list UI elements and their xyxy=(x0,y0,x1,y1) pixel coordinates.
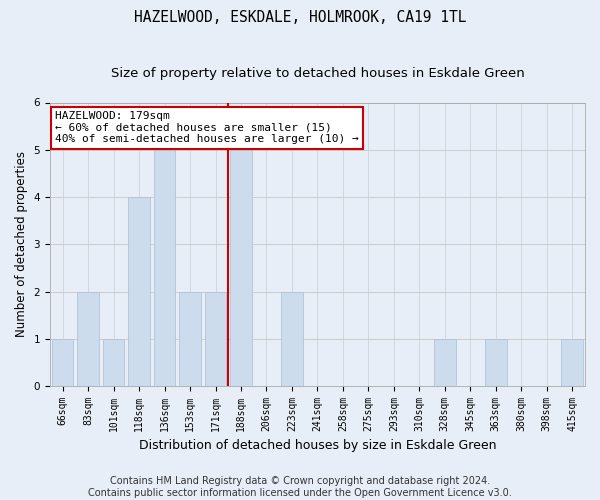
X-axis label: Distribution of detached houses by size in Eskdale Green: Distribution of detached houses by size … xyxy=(139,440,496,452)
Text: HAZELWOOD: 179sqm
← 60% of detached houses are smaller (15)
40% of semi-detached: HAZELWOOD: 179sqm ← 60% of detached hous… xyxy=(55,111,359,144)
Bar xyxy=(434,339,455,386)
Text: Contains HM Land Registry data © Crown copyright and database right 2024.
Contai: Contains HM Land Registry data © Crown c… xyxy=(88,476,512,498)
Y-axis label: Number of detached properties: Number of detached properties xyxy=(15,152,28,338)
Text: HAZELWOOD, ESKDALE, HOLMROOK, CA19 1TL: HAZELWOOD, ESKDALE, HOLMROOK, CA19 1TL xyxy=(134,10,466,25)
Bar xyxy=(205,292,226,386)
Bar xyxy=(562,339,583,386)
Bar xyxy=(230,150,252,386)
Bar xyxy=(103,339,124,386)
Bar xyxy=(154,150,175,386)
Title: Size of property relative to detached houses in Eskdale Green: Size of property relative to detached ho… xyxy=(110,68,524,80)
Bar xyxy=(77,292,99,386)
Bar xyxy=(52,339,73,386)
Bar xyxy=(128,197,150,386)
Bar xyxy=(179,292,201,386)
Bar xyxy=(485,339,506,386)
Bar xyxy=(281,292,303,386)
